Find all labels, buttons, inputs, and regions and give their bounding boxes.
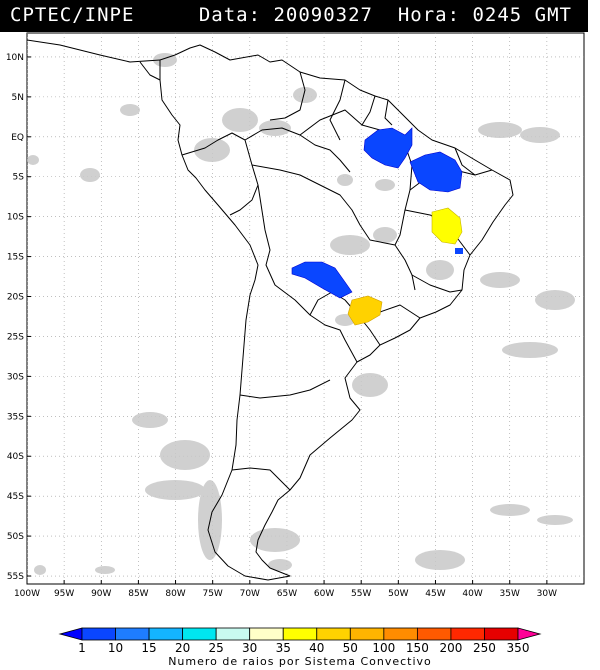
colorbar-segment xyxy=(249,627,284,641)
lat-tick-label: 55S xyxy=(7,572,24,582)
colorbar-tick-label: 35 xyxy=(276,641,291,655)
lon-tick-label: 45W xyxy=(425,589,445,599)
colorbar-tick-label: 40 xyxy=(309,641,324,655)
storm-cluster-mato-grosso-sul xyxy=(291,261,353,299)
colorbar-tick-label: 25 xyxy=(209,641,224,655)
colorbar-tick-label: 150 xyxy=(406,641,429,655)
datetime-label: Data: 20090327 Hora: 0245 GMT xyxy=(198,4,572,26)
lon-tick-label: 40W xyxy=(462,589,482,599)
lon-tick-label: 85W xyxy=(128,589,148,599)
colorbar-segment xyxy=(484,627,519,641)
lat-tick-label: 5S xyxy=(13,173,25,183)
lon-tick-label: 95W xyxy=(54,589,74,599)
lon-tick-label: 30W xyxy=(537,589,557,599)
longitude-labels: 100W 95W 90W 85W 80W 75W 70W 65W 60W 55W 50W 45W 40W… xyxy=(14,580,557,599)
storm-cluster-small xyxy=(455,248,463,254)
lon-tick-label: 75W xyxy=(202,589,222,599)
lon-tick-label: 65W xyxy=(277,589,297,599)
colorbar-segment xyxy=(115,627,150,641)
lon-tick-label: 70W xyxy=(240,589,260,599)
colorbar-tick-label: 15 xyxy=(141,641,156,655)
colorbar-segment xyxy=(282,627,318,641)
colorbar-segment xyxy=(416,627,452,641)
colorbar-tick-label: 350 xyxy=(507,641,530,655)
colorbar-segment xyxy=(316,627,351,641)
colorbar-segment xyxy=(450,627,485,641)
lat-tick-label: 25S xyxy=(7,332,24,342)
colorbar-tick-label: 1 xyxy=(78,641,86,655)
colorbar-segment xyxy=(182,627,217,641)
south-america-coast xyxy=(159,44,514,581)
colorbar: 1 10 15 20 25 30 35 40 50 100 150 200 250 350 xyxy=(58,627,542,655)
storm-cluster-maranhao xyxy=(409,151,463,193)
central-america xyxy=(27,39,161,81)
colorbar-segment xyxy=(148,627,184,641)
colorbar-tick-label: 250 xyxy=(473,641,496,655)
lat-tick-label: 45S xyxy=(7,492,24,502)
latitude-labels: 10N 5N EQ 5S 10S 15S 20S 25S 30S 35S 40S 45S 50S 55S xyxy=(6,53,31,582)
colorbar-tick-label: 30 xyxy=(242,641,257,655)
map-frame xyxy=(26,32,585,585)
colorbar-segment xyxy=(349,627,385,641)
lat-tick-label: 10N xyxy=(6,53,24,63)
lat-tick-label: 50S xyxy=(7,532,24,542)
colorbar-segment xyxy=(383,627,418,641)
colorbar-tick-label: 20 xyxy=(175,641,190,655)
map-grid xyxy=(27,33,584,584)
lon-tick-label: 100W xyxy=(14,589,40,599)
storm-cluster-bahia xyxy=(431,207,463,245)
colorbar-segment xyxy=(81,627,116,641)
lat-tick-label: 35S xyxy=(7,412,24,422)
lat-tick-label: 30S xyxy=(7,372,24,382)
storm-cluster-parana xyxy=(347,295,383,326)
lon-tick-label: 60W xyxy=(314,589,334,599)
colorbar-tick-label: 200 xyxy=(439,641,462,655)
lat-tick-label: 10S xyxy=(7,213,24,223)
lon-tick-label: 55W xyxy=(351,589,371,599)
lat-tick-label: 40S xyxy=(7,452,24,462)
colorbar-tick-label: 100 xyxy=(372,641,395,655)
lat-tick-label: 20S xyxy=(7,293,24,303)
lat-tick-label: EQ xyxy=(11,133,24,143)
lon-tick-label: 35W xyxy=(500,589,520,599)
colorbar-tick-label: 50 xyxy=(343,641,358,655)
header-bar: CPTEC/INPE Data: 20090327 Hora: 0245 GMT xyxy=(0,0,588,32)
colorbar-segment xyxy=(517,627,542,641)
source-label: CPTEC/INPE xyxy=(10,4,135,26)
colorbar-segment xyxy=(215,627,251,641)
lat-tick-label: 15S xyxy=(7,253,24,263)
cloud-cover xyxy=(27,53,575,575)
lon-tick-label: 80W xyxy=(165,589,185,599)
colorbar-segment xyxy=(58,627,83,641)
colorbar-tick-label: 10 xyxy=(108,641,123,655)
storm-cluster-amazon-east xyxy=(363,127,413,169)
lon-tick-label: 90W xyxy=(91,589,111,599)
legend-title: Numero de raios por Sistema Convectivo xyxy=(168,655,432,668)
storm-clusters xyxy=(291,127,463,326)
lon-tick-label: 50W xyxy=(388,589,408,599)
lat-tick-label: 5N xyxy=(12,93,24,103)
